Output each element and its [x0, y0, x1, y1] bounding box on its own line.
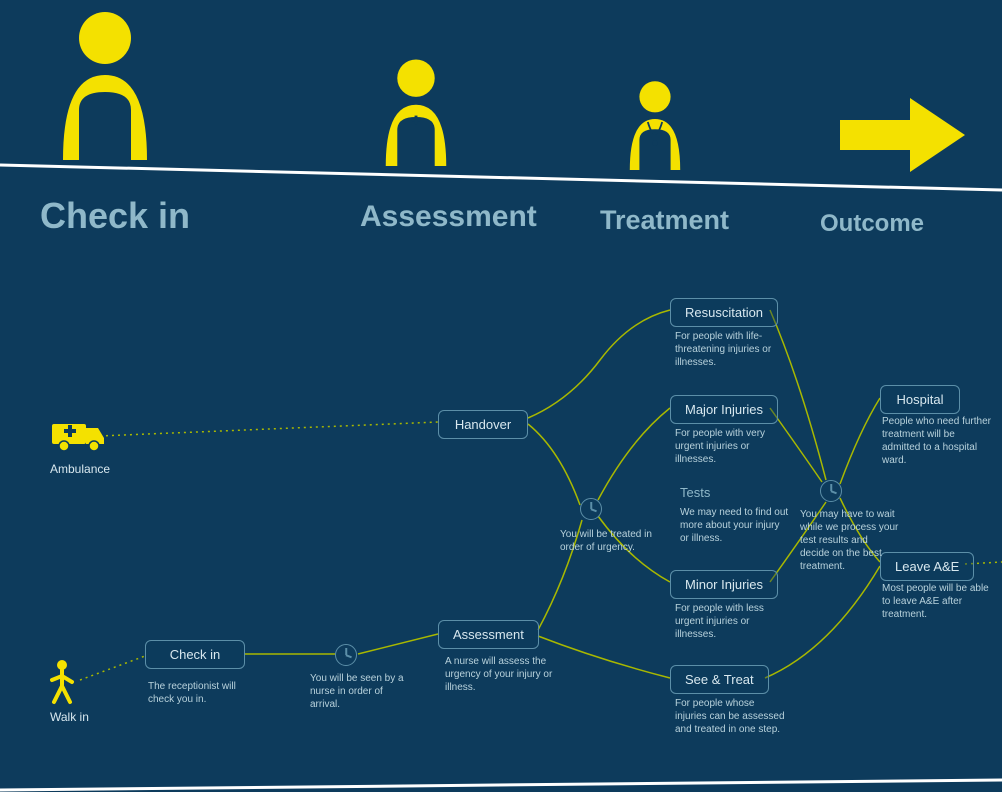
assessment-box-desc: A nurse will assess the urgency of your …: [445, 655, 555, 694]
handover-box: Handover: [438, 410, 528, 439]
patient-icon: [63, 12, 147, 160]
section-title-treatment: Treatment: [600, 205, 729, 236]
clock-1-desc: You will be seen by a nurse in order of …: [310, 672, 410, 711]
flow-edges: [80, 310, 1002, 680]
clock-3-desc: You may have to wait while we process yo…: [800, 508, 900, 573]
doctor-icon: [630, 81, 680, 170]
flow-edge: [598, 408, 670, 500]
resuscitation-box-desc: For people with life-threatening injurie…: [675, 330, 785, 369]
flow-edge: [100, 422, 438, 436]
clock-1: [335, 644, 357, 666]
entry-label-ambulance: Ambulance: [50, 462, 110, 476]
entry-label-walkin: Walk in: [50, 710, 89, 724]
flow-edge: [528, 310, 670, 418]
flow-edge: [80, 656, 145, 680]
flow-edge: [528, 424, 580, 505]
hospital-box-desc: People who need further treatment will b…: [882, 415, 992, 467]
ambulance-icon: [52, 424, 104, 451]
header-icons: [63, 12, 965, 172]
minor-box: Minor Injuries: [670, 570, 778, 599]
resuscitation-box: Resuscitation: [670, 298, 778, 327]
see-treat-box-desc: For people whose injuries can be assesse…: [675, 697, 785, 736]
leave-box-desc: Most people will be able to leave A&E af…: [882, 582, 992, 621]
section-title-outcome: Outcome: [820, 210, 924, 238]
tests-desc: We may need to find out more about your …: [680, 506, 790, 545]
walkin-icon: [52, 660, 72, 702]
hospital-box: Hospital: [880, 385, 960, 414]
top-divider: [0, 165, 1002, 190]
major-box: Major Injuries: [670, 395, 778, 424]
major-box-desc: For people with very urgent injuries or …: [675, 427, 785, 466]
nurse-icon: [386, 59, 446, 166]
checkin-box: Check in: [145, 640, 245, 669]
checkin-box-desc: The receptionist will check you in.: [148, 680, 258, 706]
see-treat-box: See & Treat: [670, 665, 769, 694]
section-title-checkin: Check in: [40, 195, 190, 237]
diagram-canvas: Check in Assessment Treatment Outcome Ambul…: [0, 0, 1002, 792]
tests-title: Tests: [680, 485, 790, 500]
assessment-box: Assessment: [438, 620, 539, 649]
clock-2: [580, 498, 602, 520]
flow-edge: [840, 398, 880, 484]
bottom-divider: [0, 780, 1002, 790]
clock-3: [820, 480, 842, 502]
clock-2-desc: You will be treated in order of urgency.: [560, 528, 660, 554]
section-title-assessment: Assessment: [360, 200, 537, 234]
tests-block: Tests We may need to find out more about…: [680, 485, 790, 545]
arrow-icon: [840, 98, 965, 172]
minor-box-desc: For people with less urgent injuries or …: [675, 602, 785, 641]
flow-edge: [358, 634, 438, 654]
flow-edge: [538, 636, 670, 678]
